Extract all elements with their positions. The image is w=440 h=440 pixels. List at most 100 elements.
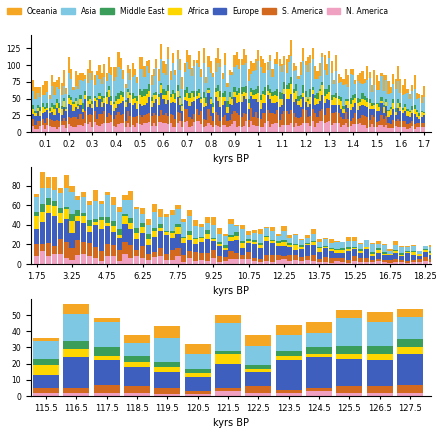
Bar xyxy=(75,196,81,200)
Bar xyxy=(30,115,32,118)
Bar xyxy=(338,123,340,132)
Bar xyxy=(70,97,72,100)
Bar xyxy=(34,256,39,264)
Bar xyxy=(122,195,128,200)
Bar xyxy=(155,126,158,132)
Bar xyxy=(267,121,269,132)
Bar xyxy=(358,249,363,251)
Bar xyxy=(181,262,187,264)
Bar xyxy=(227,87,228,101)
Legend: Oceania, Asia, Middle East, Africa, Europe, S. America, N. America: Oceania, Asia, Middle East, Africa, Euro… xyxy=(4,4,392,19)
Bar xyxy=(58,254,63,264)
Bar xyxy=(305,256,310,260)
Bar xyxy=(127,89,129,92)
Bar xyxy=(299,249,304,257)
Bar xyxy=(306,348,332,354)
Bar xyxy=(282,241,286,242)
Bar xyxy=(246,114,247,121)
Bar xyxy=(68,124,70,132)
Bar xyxy=(96,74,98,98)
Bar xyxy=(155,68,158,92)
Bar xyxy=(246,92,247,99)
Bar xyxy=(270,227,275,231)
Bar xyxy=(84,99,86,111)
Bar xyxy=(215,388,241,391)
Bar xyxy=(338,105,340,113)
Bar xyxy=(423,97,425,112)
Bar xyxy=(267,110,269,121)
Bar xyxy=(99,204,104,217)
Bar xyxy=(82,109,84,112)
Bar xyxy=(407,124,409,129)
Bar xyxy=(141,117,143,125)
Bar xyxy=(105,195,110,217)
Bar xyxy=(411,126,413,132)
Bar xyxy=(287,246,293,247)
Bar xyxy=(359,83,361,99)
Bar xyxy=(402,127,404,132)
Bar xyxy=(53,127,55,132)
Bar xyxy=(246,372,271,386)
Bar xyxy=(77,125,79,132)
Bar xyxy=(423,113,425,115)
Bar xyxy=(70,192,75,214)
Bar xyxy=(246,121,247,132)
Bar xyxy=(311,261,316,264)
Bar xyxy=(42,106,44,113)
Bar xyxy=(229,92,231,97)
Bar xyxy=(381,252,387,254)
Bar xyxy=(181,121,183,127)
Bar xyxy=(184,97,186,100)
Bar xyxy=(381,254,387,255)
Bar xyxy=(414,129,416,132)
Bar xyxy=(258,234,263,243)
Bar xyxy=(311,246,316,255)
Bar xyxy=(222,117,224,125)
Bar xyxy=(246,242,251,243)
Bar xyxy=(335,112,337,123)
Bar xyxy=(388,128,390,132)
Bar xyxy=(146,246,151,254)
Bar xyxy=(56,108,58,120)
Bar xyxy=(229,70,231,74)
Bar xyxy=(46,198,51,205)
Bar xyxy=(53,121,55,127)
Bar xyxy=(140,246,145,258)
Bar xyxy=(217,101,219,115)
Bar xyxy=(326,94,328,99)
Bar xyxy=(385,75,387,80)
Bar xyxy=(150,84,153,97)
Bar xyxy=(94,319,120,322)
Bar xyxy=(127,65,129,73)
Bar xyxy=(176,59,179,84)
Bar xyxy=(378,121,380,125)
Bar xyxy=(405,246,410,247)
Bar xyxy=(87,226,92,231)
Bar xyxy=(187,216,192,231)
Bar xyxy=(117,52,120,67)
Bar xyxy=(376,261,381,264)
Bar xyxy=(418,94,421,98)
Bar xyxy=(153,103,155,113)
Bar xyxy=(260,119,262,127)
Bar xyxy=(87,201,92,205)
Bar xyxy=(288,55,290,62)
Bar xyxy=(153,69,155,76)
Bar xyxy=(293,250,298,255)
Bar xyxy=(312,90,314,94)
Bar xyxy=(309,116,312,126)
Bar xyxy=(205,217,210,223)
Bar xyxy=(164,254,169,260)
Bar xyxy=(429,253,434,255)
Bar xyxy=(160,59,162,83)
Bar xyxy=(370,262,375,264)
Bar xyxy=(274,95,276,103)
Bar xyxy=(49,126,51,132)
Bar xyxy=(314,113,316,127)
Bar xyxy=(295,123,297,132)
Bar xyxy=(319,76,321,88)
Bar xyxy=(234,97,236,110)
Bar xyxy=(340,117,342,127)
Bar xyxy=(323,257,328,262)
Bar xyxy=(81,197,86,213)
